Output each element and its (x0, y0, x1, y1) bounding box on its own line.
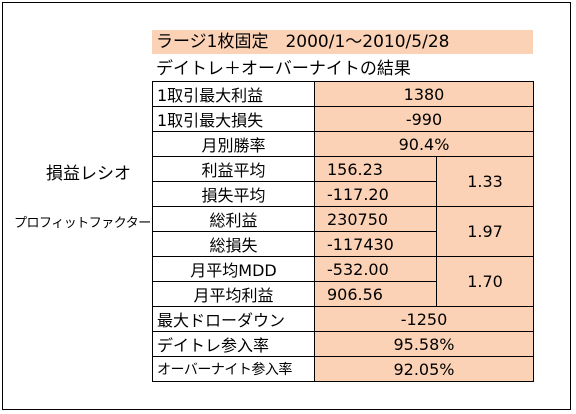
row-value: -990 (314, 106, 534, 132)
row-label: 損失平均 (152, 181, 315, 207)
row-label: 最大ドローダウン (152, 306, 315, 332)
row-value: 92.05% (314, 356, 534, 382)
row-label: 総利益 (152, 206, 315, 232)
row-label: 利益平均 (152, 156, 315, 182)
profit-factor-value: 1.97 (436, 206, 534, 257)
row-label: デイトレ参入率 (152, 331, 315, 357)
row-value: -1250 (314, 306, 534, 332)
row-value: 95.58% (314, 331, 534, 357)
row-label: オーバーナイト参入率 (152, 356, 315, 382)
row-label: 月平均MDD (152, 256, 315, 282)
profit-loss-ratio-value: 1.33 (436, 156, 534, 207)
row-value: 230750 (314, 206, 437, 232)
table-row: デイトレ参入率 95.58% (152, 331, 534, 357)
row-value: 906.56 (314, 281, 437, 307)
document-frame (2, 2, 571, 410)
row-value: -117.20 (314, 181, 437, 207)
row-value: 90.4% (314, 131, 534, 157)
row-value: -532.00 (314, 256, 437, 282)
title-line2: デイトレ＋オーバーナイトの結果 (156, 59, 411, 79)
table-row: オーバーナイト参入率 92.05% (152, 356, 534, 382)
mdd-ratio-value: 1.70 (436, 256, 534, 307)
table-row: 月別勝率 90.4% (152, 131, 534, 157)
row-label: 総損失 (152, 231, 315, 257)
table-row: 総損失 -117430 (152, 231, 534, 257)
row-label: 月別勝率 (152, 131, 315, 157)
row-label: 月平均利益 (152, 281, 315, 307)
table-row: 月平均MDD -532.00 1.70 (152, 256, 534, 307)
table-row: 最大ドローダウン -1250 (152, 306, 534, 332)
results-table: 1取引最大利益 1380 1取引最大損失 -990 月別勝率 90.4% 利益平… (152, 81, 534, 382)
table-row: 1取引最大利益 1380 (152, 81, 534, 107)
table-row: 月平均利益 906.56 (152, 281, 534, 307)
row-value: 156.23 (314, 156, 437, 182)
table-row: 利益平均 156.23 1.33 (152, 156, 534, 207)
row-value: -117430 (314, 231, 437, 257)
side-label-profit-factor: プロフィットファクター (14, 216, 151, 231)
side-label-profit-loss-ratio: 損益レシオ (46, 164, 131, 184)
row-label: 1取引最大損失 (152, 106, 315, 132)
table-row: 1取引最大損失 -990 (152, 106, 534, 132)
row-value: 1380 (314, 81, 534, 107)
table-row: 総利益 230750 1.97 (152, 206, 534, 257)
title-line1: ラージ1枚固定 2000/1～2010/5/28 (152, 30, 533, 54)
row-label: 1取引最大利益 (152, 81, 315, 107)
